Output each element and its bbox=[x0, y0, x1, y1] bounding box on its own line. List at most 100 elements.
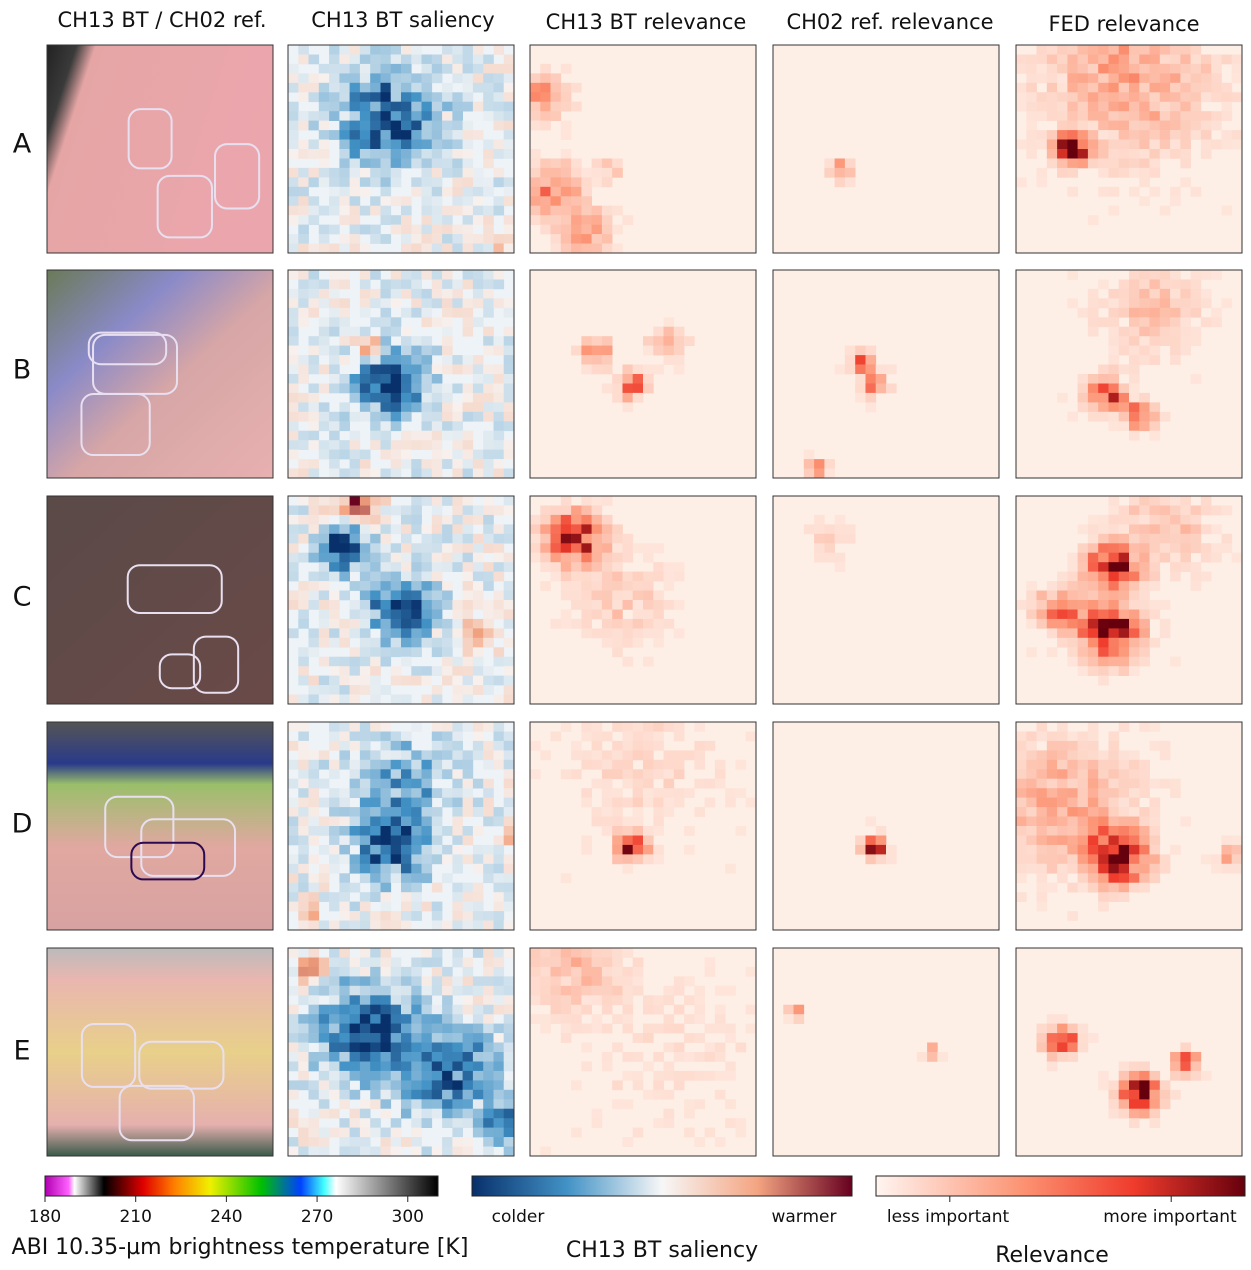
pixel bbox=[463, 450, 474, 460]
pixel bbox=[623, 1005, 634, 1015]
pixel bbox=[551, 244, 562, 254]
pixel bbox=[350, 159, 361, 169]
pixel bbox=[483, 610, 494, 620]
pixel bbox=[360, 666, 371, 676]
pixel bbox=[422, 1014, 433, 1024]
pixel bbox=[401, 159, 412, 169]
colorbar-label: CH13 BT saliency bbox=[566, 1238, 758, 1263]
pixel bbox=[1191, 45, 1202, 55]
pixel bbox=[725, 986, 736, 996]
pixel bbox=[1139, 845, 1150, 855]
tick-label: 270 bbox=[301, 1207, 333, 1227]
pixel bbox=[725, 1118, 736, 1128]
pixel bbox=[350, 149, 361, 159]
pixel bbox=[494, 892, 505, 902]
pixel bbox=[1098, 524, 1109, 534]
pixel bbox=[643, 750, 654, 760]
pixel bbox=[288, 1109, 299, 1119]
row-label: C bbox=[13, 582, 32, 613]
pixel bbox=[463, 958, 474, 968]
pixel bbox=[551, 976, 562, 986]
pixel bbox=[633, 854, 644, 864]
pixel bbox=[422, 619, 433, 629]
pixel bbox=[623, 402, 634, 412]
pixel bbox=[1078, 92, 1089, 102]
pixel bbox=[1109, 798, 1120, 808]
pixel bbox=[504, 619, 515, 629]
pixel bbox=[452, 355, 463, 365]
pixel bbox=[1088, 159, 1099, 169]
pixel bbox=[452, 1147, 463, 1157]
pixel bbox=[298, 619, 309, 629]
pixel bbox=[571, 769, 582, 779]
pixel bbox=[360, 722, 371, 732]
pixel bbox=[411, 1109, 422, 1119]
pixel bbox=[653, 769, 664, 779]
pixel bbox=[1180, 346, 1191, 356]
pixel bbox=[350, 1005, 361, 1015]
pixel bbox=[623, 374, 634, 384]
pixel bbox=[1201, 506, 1212, 516]
pixel bbox=[1037, 902, 1048, 912]
pixel bbox=[561, 1033, 572, 1043]
pixel bbox=[432, 140, 443, 150]
pixel bbox=[309, 111, 320, 121]
pixel bbox=[1119, 130, 1130, 140]
pixel bbox=[473, 1099, 484, 1109]
pixel bbox=[1016, 741, 1027, 751]
pixel bbox=[612, 750, 623, 760]
pixel bbox=[494, 393, 505, 403]
pixel bbox=[633, 826, 644, 836]
pixel bbox=[551, 506, 562, 516]
pixel bbox=[370, 1014, 381, 1024]
pixel bbox=[422, 374, 433, 384]
pixel bbox=[1109, 873, 1120, 883]
pixel bbox=[1119, 64, 1130, 74]
pixel bbox=[452, 450, 463, 460]
pixel bbox=[643, 741, 654, 751]
pixel bbox=[442, 967, 453, 977]
pixel bbox=[339, 215, 350, 225]
pixel bbox=[339, 1147, 350, 1157]
pixel bbox=[715, 1014, 726, 1024]
pixel bbox=[432, 647, 443, 657]
pixel bbox=[288, 140, 299, 150]
pixel bbox=[339, 750, 350, 760]
pixel bbox=[381, 1080, 392, 1090]
pixel bbox=[664, 355, 675, 365]
pixel bbox=[432, 638, 443, 648]
pixel bbox=[319, 168, 330, 178]
pixel bbox=[494, 1118, 505, 1128]
pixel bbox=[298, 600, 309, 610]
pixel bbox=[1098, 572, 1109, 582]
pixel bbox=[1067, 553, 1078, 563]
pixel bbox=[1037, 111, 1048, 121]
pixel bbox=[494, 676, 505, 686]
pixel bbox=[401, 289, 412, 299]
pixel bbox=[1129, 121, 1140, 131]
pixel bbox=[1119, 750, 1130, 760]
pixel bbox=[1088, 45, 1099, 55]
pixel bbox=[432, 610, 443, 620]
pixel bbox=[360, 298, 371, 308]
pixel bbox=[504, 769, 515, 779]
pixel bbox=[1119, 600, 1130, 610]
pixel bbox=[483, 496, 494, 506]
pixel bbox=[483, 244, 494, 254]
pixel bbox=[452, 779, 463, 789]
pixel bbox=[612, 1043, 623, 1053]
pixel bbox=[1191, 581, 1202, 591]
pixel bbox=[1211, 317, 1222, 327]
pixel bbox=[432, 402, 443, 412]
pixel bbox=[1170, 64, 1181, 74]
pixel bbox=[494, 628, 505, 638]
pixel bbox=[504, 553, 515, 563]
pixel bbox=[401, 676, 412, 686]
pixel bbox=[329, 469, 340, 479]
pixel bbox=[1078, 572, 1089, 582]
pixel bbox=[612, 384, 623, 394]
pixel bbox=[473, 450, 484, 460]
pixel bbox=[422, 55, 433, 65]
pixel bbox=[1191, 1071, 1202, 1081]
pixel bbox=[350, 1052, 361, 1062]
